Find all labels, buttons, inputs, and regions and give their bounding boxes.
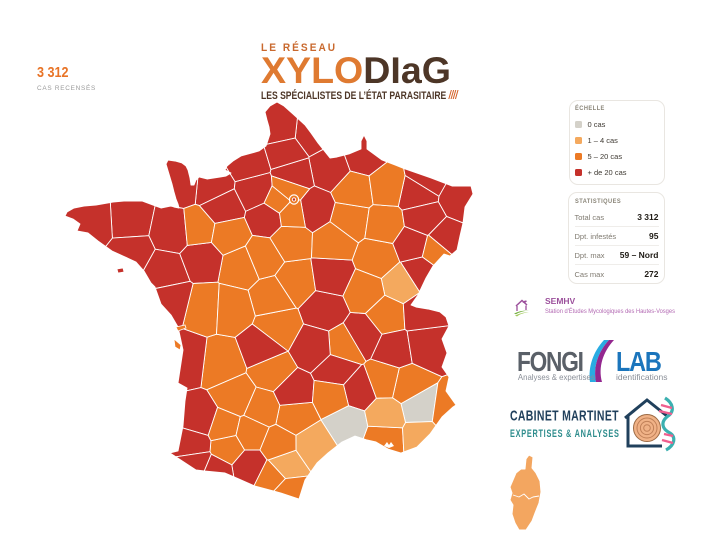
svg-text:Analyses & expertises: Analyses & expertises: [518, 373, 595, 382]
svg-text:identifications: identifications: [616, 372, 668, 382]
svg-text:LAB: LAB: [616, 347, 661, 377]
svg-text:FONGI: FONGI: [517, 347, 583, 378]
